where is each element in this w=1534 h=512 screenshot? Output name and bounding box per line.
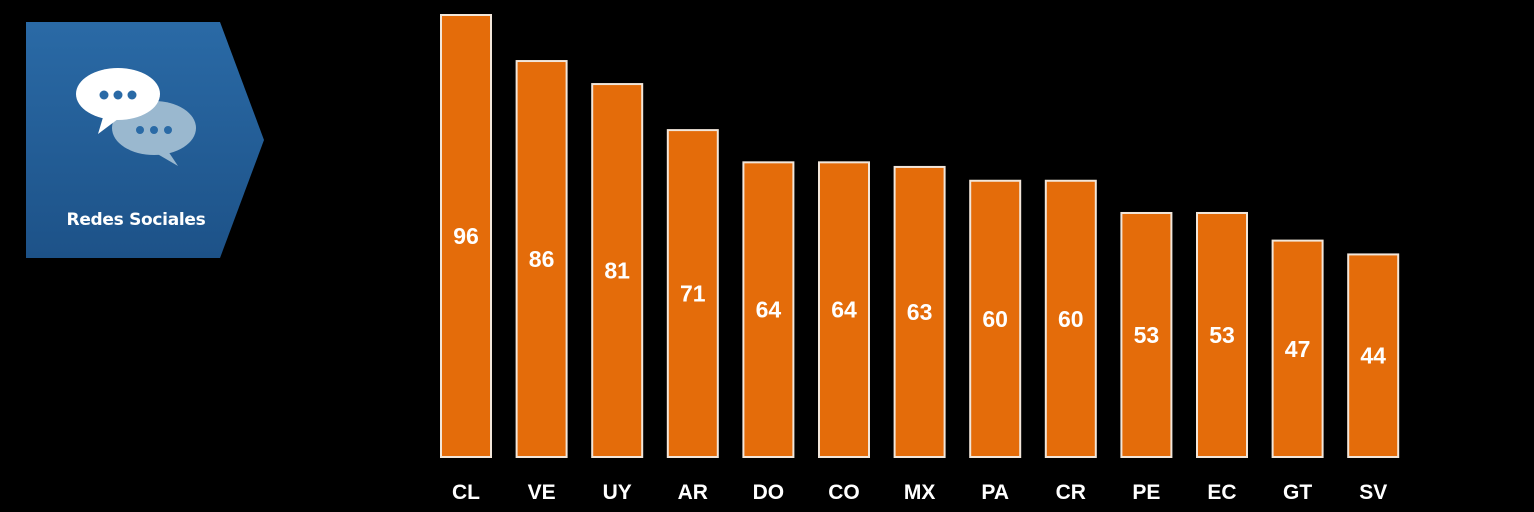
bar-sv <box>1347 253 1400 458</box>
data-label-pa: 60 <box>982 306 1008 332</box>
bar-gt <box>1271 239 1324 458</box>
data-label-ve: 86 <box>529 246 555 272</box>
x-tick-ar: AR <box>678 481 708 504</box>
bar-ec <box>1196 211 1248 458</box>
data-label-ar: 71 <box>680 281 706 307</box>
data-label-mx: 63 <box>907 299 933 325</box>
chat-bubbles-icon <box>76 68 196 166</box>
data-label-gt: 47 <box>1285 336 1311 362</box>
bar-co <box>818 161 870 458</box>
data-label-do: 64 <box>756 297 782 323</box>
x-tick-cr: CR <box>1056 481 1086 504</box>
social-networks-badge: Redes Sociales <box>26 22 266 260</box>
bar-uy <box>591 83 644 458</box>
bar-pe <box>1120 211 1173 458</box>
bar-ar <box>666 129 719 459</box>
data-label-cr: 60 <box>1058 306 1084 332</box>
x-tick-ec: EC <box>1207 481 1236 504</box>
badge-label: Redes Sociales <box>66 210 206 230</box>
data-label-cl: 96 <box>453 223 479 249</box>
data-label-ec: 53 <box>1209 322 1235 348</box>
x-tick-mx: MX <box>904 481 936 504</box>
x-tick-pa: PA <box>981 481 1009 504</box>
data-label-pe: 53 <box>1134 322 1160 348</box>
x-tick-pe: PE <box>1132 481 1160 504</box>
x-tick-gt: GT <box>1283 481 1312 504</box>
x-tick-cl: CL <box>452 481 480 504</box>
x-tick-sv: SV <box>1359 481 1387 504</box>
bar-do <box>742 161 795 458</box>
bar-pa <box>969 179 1022 458</box>
x-tick-co: CO <box>828 481 860 504</box>
x-tick-uy: UY <box>603 481 632 504</box>
x-tick-do: DO <box>753 481 785 504</box>
bar-cl <box>440 14 492 458</box>
bar-cr <box>1044 179 1097 458</box>
data-label-uy: 81 <box>604 258 630 284</box>
data-label-sv: 44 <box>1360 343 1386 369</box>
x-tick-ve: VE <box>528 481 556 504</box>
bar-ve <box>515 60 568 459</box>
bar-mx <box>893 165 946 458</box>
data-label-co: 64 <box>831 297 857 323</box>
